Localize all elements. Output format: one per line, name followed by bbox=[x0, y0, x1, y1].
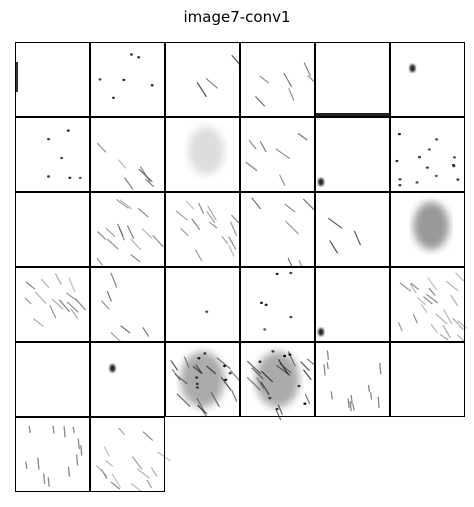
feature-map-tile bbox=[240, 42, 320, 117]
feature-map-tile bbox=[240, 342, 316, 421]
feature-map-tile bbox=[390, 192, 465, 267]
feature-map-tile bbox=[90, 42, 165, 117]
feature-map-tile bbox=[240, 117, 315, 192]
feature-map-tile bbox=[90, 267, 165, 345]
feature-map-tile bbox=[165, 267, 240, 342]
feature-map-tile bbox=[315, 192, 390, 267]
feature-map-tile bbox=[90, 192, 165, 267]
feature-map-tile bbox=[15, 117, 90, 192]
feature-map-tile bbox=[315, 117, 390, 192]
feature-map-tile bbox=[240, 267, 315, 342]
feature-map-tile bbox=[390, 117, 465, 192]
feature-map-tile bbox=[390, 267, 467, 342]
feature-map-tile bbox=[390, 42, 465, 117]
feature-map-tile bbox=[315, 267, 390, 342]
feature-map-tile bbox=[315, 42, 390, 117]
feature-map-tile bbox=[240, 192, 315, 276]
feature-map-tile bbox=[390, 342, 465, 417]
feature-map-tile bbox=[15, 267, 90, 342]
feature-map-tile bbox=[165, 342, 242, 417]
feature-map-tile bbox=[90, 117, 165, 192]
figure-title: image7-conv1 bbox=[183, 8, 291, 26]
feature-map-tile bbox=[165, 192, 240, 267]
feature-map-tile bbox=[15, 42, 90, 117]
feature-map-tile bbox=[90, 342, 165, 417]
feature-map-tile bbox=[315, 342, 390, 417]
feature-map-tile bbox=[15, 417, 90, 492]
feature-map-tile bbox=[15, 192, 90, 267]
feature-map-tile bbox=[90, 417, 171, 492]
feature-map-tile bbox=[165, 117, 240, 192]
feature-map-tile bbox=[165, 42, 247, 117]
feature-map-tile bbox=[15, 342, 90, 417]
